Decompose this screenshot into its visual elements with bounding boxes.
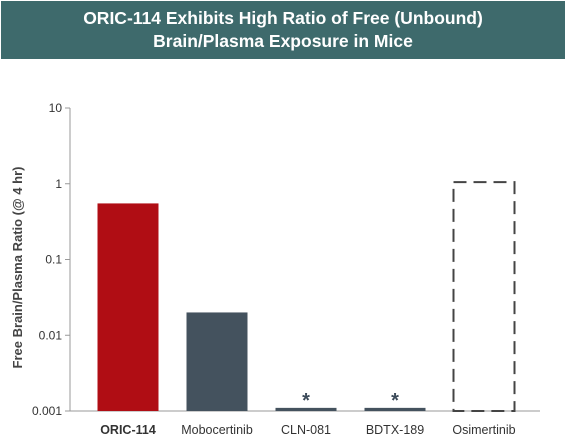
y-tick-label: 1 (55, 177, 62, 191)
bar-bdtx-189 (364, 407, 426, 411)
y-tick-label: 10 (49, 101, 63, 115)
y-axis-label: Free Brain/Plasma Ratio (@ 4 hr) (10, 167, 25, 369)
y-tick-label: 0.1 (45, 253, 62, 267)
chart-title-line-1: ORIC-114 Exhibits High Ratio of Free (Un… (83, 8, 483, 28)
x-tick-label: Osimertinib (452, 423, 515, 437)
chart-title-banner: ORIC-114 Exhibits High Ratio of Free (Un… (1, 1, 565, 59)
bar-oric-114 (97, 203, 159, 411)
bar-mobocertinib (186, 312, 248, 411)
x-tick-label: Mobocertinib (181, 423, 253, 437)
x-tick-label: ORIC-114 (100, 423, 156, 437)
y-tick-label: 0.001 (32, 404, 62, 418)
y-tick-label: 0.01 (39, 328, 63, 342)
bar-osimertinib (452, 181, 516, 412)
x-tick-label: CLN-081 (281, 423, 331, 437)
chart-title-line-2: Brain/Plasma Exposure in Mice (153, 31, 413, 51)
x-tick-label: BDTX-189 (366, 423, 424, 437)
significance-star: * (302, 390, 310, 412)
bar-cln-081 (275, 407, 337, 411)
significance-star: * (391, 390, 399, 412)
